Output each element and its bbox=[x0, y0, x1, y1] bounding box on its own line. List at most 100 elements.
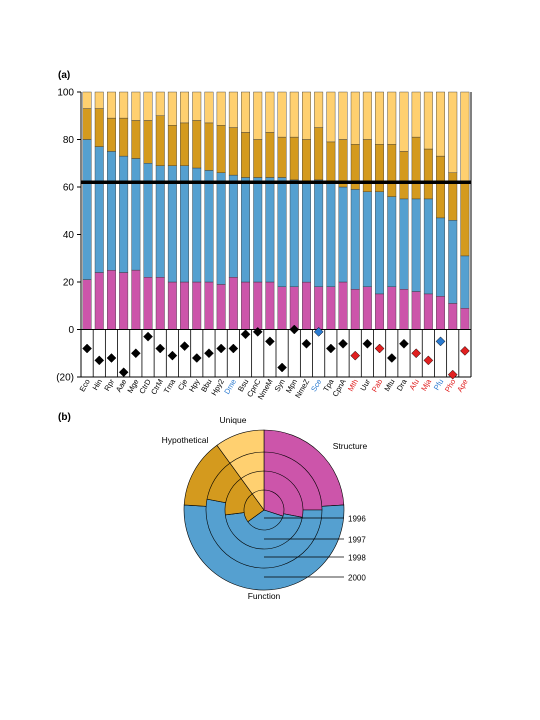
bar-segment-structure bbox=[192, 281, 202, 330]
bar-segment-unique bbox=[302, 91, 311, 140]
diamond-marker bbox=[167, 350, 178, 361]
diamond-marker bbox=[277, 362, 287, 373]
bar-segment-structure bbox=[155, 277, 165, 330]
diamond-marker bbox=[94, 355, 105, 366]
diamond-marker bbox=[118, 367, 129, 378]
diamond-marker bbox=[399, 338, 409, 349]
category-label: CtrM bbox=[149, 378, 165, 397]
bar-segment-unique bbox=[167, 91, 177, 126]
diamond-marker bbox=[216, 343, 227, 354]
diamond-marker bbox=[313, 327, 324, 337]
bar-segment-hypothetical bbox=[399, 151, 409, 200]
bar-segment-hypothetical bbox=[338, 139, 348, 188]
category-label: Dra bbox=[395, 377, 409, 393]
bar-segment-hypothetical bbox=[167, 125, 177, 166]
bar-segment-function bbox=[131, 158, 141, 271]
bar-segment-function bbox=[436, 217, 445, 297]
bar-segment-function bbox=[423, 198, 433, 295]
bar-segment-function bbox=[326, 182, 336, 288]
bar-segment-function bbox=[106, 151, 116, 271]
bar-segment-unique bbox=[326, 91, 336, 143]
ring-year-label: 1997 bbox=[348, 536, 366, 545]
bar-segment-hypothetical bbox=[448, 172, 458, 221]
bar-segment-unique bbox=[204, 91, 214, 124]
stacked-bar-chart: (20)020406080100EcoHinRprAaeMgeCtrDCtrMT… bbox=[56, 88, 472, 401]
bar-segment-hypothetical bbox=[423, 148, 433, 200]
bar-segment-function bbox=[460, 255, 470, 309]
diamond-marker bbox=[191, 353, 202, 363]
bar-segment-structure bbox=[423, 293, 433, 330]
y-tick-label: 20 bbox=[63, 278, 75, 289]
bar-segment-function bbox=[143, 163, 153, 278]
bar-segment-structure bbox=[399, 288, 409, 330]
bar-segment-function bbox=[216, 172, 226, 285]
diamond-marker bbox=[130, 348, 141, 359]
category-label: Dme bbox=[222, 378, 238, 396]
bar-segment-unique bbox=[265, 91, 275, 133]
diamond-marker bbox=[265, 336, 275, 347]
category-label: Mth bbox=[346, 378, 360, 393]
category-label: Ape bbox=[455, 378, 469, 394]
bar-segment-structure bbox=[131, 269, 141, 330]
panel-a-label: (a) bbox=[58, 70, 70, 81]
bar-segment-function bbox=[204, 170, 214, 283]
diamond-marker bbox=[179, 341, 190, 351]
diamond-marker bbox=[338, 338, 348, 349]
bar-segment-structure bbox=[265, 281, 275, 330]
diamond-marker bbox=[106, 353, 117, 363]
sector-label: Function bbox=[248, 591, 281, 601]
bar-segment-structure bbox=[277, 286, 287, 330]
diamond-marker bbox=[411, 348, 422, 359]
bar-segment-structure bbox=[228, 277, 238, 330]
bar-segment-hypothetical bbox=[228, 127, 238, 176]
category-label: Pab bbox=[370, 378, 384, 394]
bar-segment-unique bbox=[106, 91, 116, 119]
bar-segment-unique bbox=[277, 91, 287, 138]
bar-segment-function bbox=[338, 186, 348, 283]
bar-segment-unique bbox=[436, 91, 445, 157]
category-label: Hpy2 bbox=[209, 378, 226, 398]
category-label: Hpy bbox=[187, 377, 202, 393]
bar-segment-unique bbox=[216, 91, 226, 126]
bar-segment-hypothetical bbox=[411, 136, 421, 200]
diamond-marker bbox=[460, 346, 470, 356]
bar-segment-structure bbox=[143, 277, 153, 330]
diamond-marker bbox=[435, 336, 446, 347]
ring-slice-hypothetical bbox=[243, 493, 265, 523]
bar-segment-structure bbox=[314, 286, 324, 330]
bar-segment-unique bbox=[180, 91, 190, 124]
bar-segment-function bbox=[277, 177, 287, 288]
bar-segment-function bbox=[350, 189, 360, 290]
bar-segment-structure bbox=[204, 281, 214, 330]
bar-segment-hypothetical bbox=[180, 122, 190, 166]
bar-segment-structure bbox=[460, 307, 470, 330]
diamond-marker bbox=[252, 327, 263, 337]
ring-slice-structure bbox=[263, 489, 285, 517]
bar-segment-hypothetical bbox=[277, 136, 287, 178]
bar-segment-function bbox=[375, 191, 384, 295]
ring-slice-unique bbox=[251, 489, 265, 511]
bar-segment-structure bbox=[253, 281, 263, 330]
bar-segment-hypothetical bbox=[314, 127, 324, 181]
y-tick-label: 0 bbox=[68, 325, 74, 336]
bar-segment-structure bbox=[94, 272, 104, 330]
y-tick-label: 100 bbox=[57, 88, 74, 99]
y-tick-label: 60 bbox=[63, 183, 75, 194]
bar-segment-structure bbox=[241, 281, 251, 330]
diamond-marker bbox=[143, 331, 153, 342]
bar-segment-function bbox=[448, 220, 458, 304]
bar-segment-structure bbox=[326, 286, 336, 330]
bar-segment-function bbox=[362, 191, 372, 288]
bar-segment-structure bbox=[362, 286, 372, 330]
diamond-marker bbox=[374, 343, 385, 354]
bar-segment-unique bbox=[155, 91, 165, 116]
category-label: Mja bbox=[419, 377, 433, 393]
diamond-marker bbox=[155, 343, 166, 354]
diamond-marker bbox=[240, 329, 251, 340]
bar-segment-function bbox=[119, 155, 129, 273]
bar-segment-unique bbox=[350, 91, 360, 145]
bar-segment-hypothetical bbox=[131, 120, 141, 159]
bar-segment-structure bbox=[82, 279, 92, 330]
bar-segment-unique bbox=[423, 91, 433, 150]
diamond-marker bbox=[423, 355, 434, 366]
